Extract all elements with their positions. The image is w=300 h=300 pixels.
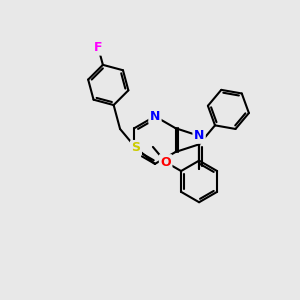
Text: N: N	[129, 146, 140, 158]
Text: N: N	[194, 129, 204, 142]
Text: F: F	[94, 41, 103, 54]
Text: N: N	[150, 110, 160, 123]
Text: O: O	[160, 156, 171, 169]
Text: S: S	[131, 141, 140, 154]
